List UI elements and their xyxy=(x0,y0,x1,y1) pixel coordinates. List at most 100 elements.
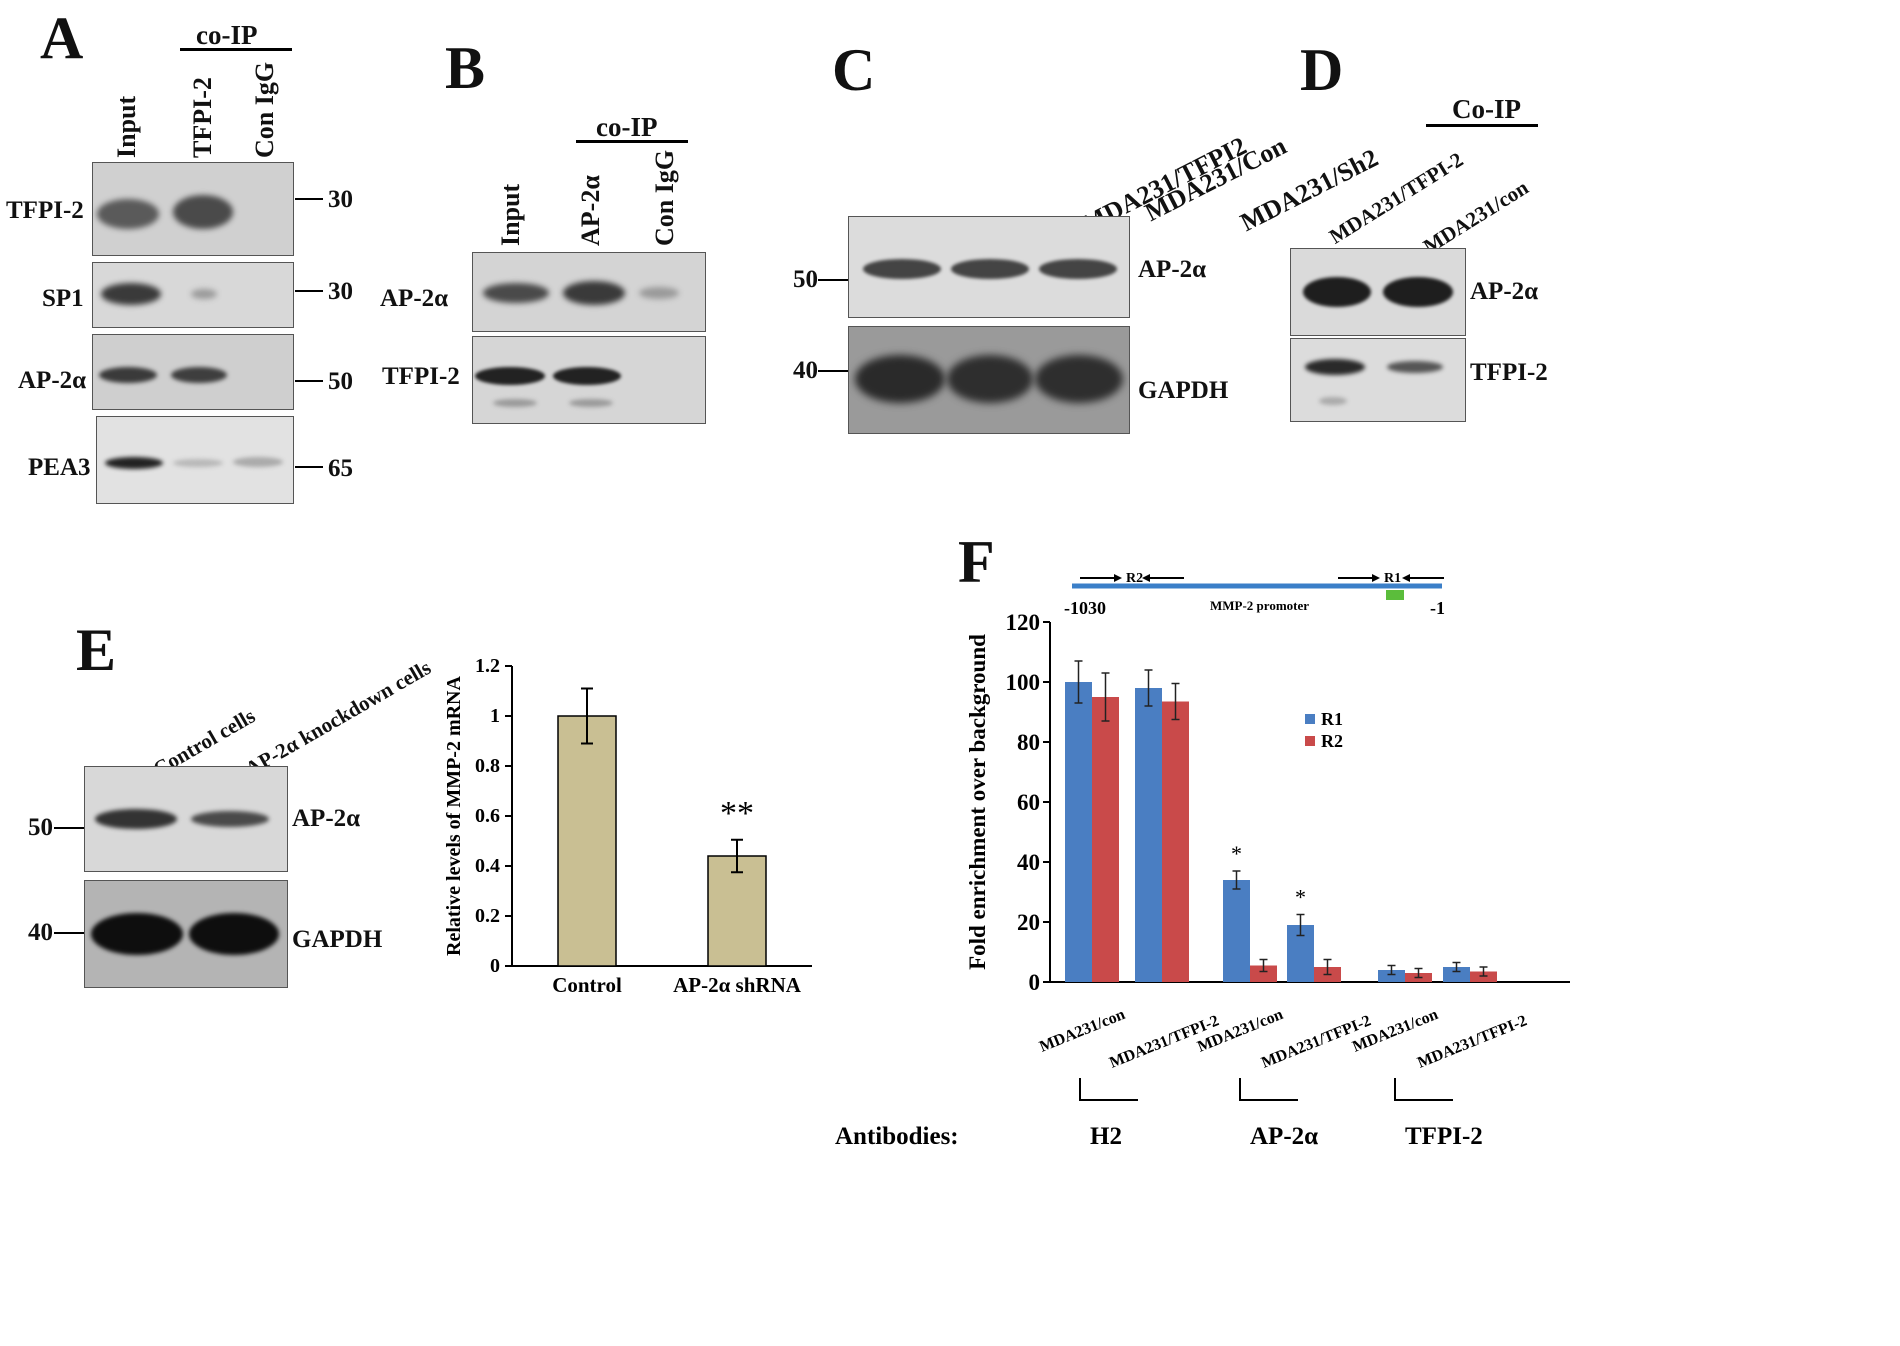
promoter-start-label: -1030 xyxy=(1064,598,1106,618)
band xyxy=(1383,277,1453,307)
primer-arrowhead xyxy=(1114,574,1122,582)
panel-c-row-label-ap2a: AP-2α xyxy=(1138,256,1207,283)
antibody-label: TFPI-2 xyxy=(1405,1123,1483,1150)
panel-e-lane-2: AP-2α knockdown cells xyxy=(241,655,435,782)
panel-e-row-label-gapdh: GAPDH xyxy=(292,926,383,953)
legend-label-r2: R2 xyxy=(1321,731,1343,751)
band xyxy=(1319,397,1347,405)
panel-a-blot-pea3 xyxy=(96,416,294,504)
panel-c-mw-ap2a: 50 xyxy=(793,266,818,293)
band xyxy=(947,355,1033,403)
panel-b-lane-conigg: Con IgG xyxy=(650,149,679,246)
panel-a-coip-label: co-IP xyxy=(196,20,258,50)
panel-b-blot-tfpi2 xyxy=(472,336,706,424)
band xyxy=(173,195,233,229)
y-tick-label: 100 xyxy=(1006,670,1041,695)
panel-d-lane-2: MDA231/con xyxy=(1418,175,1533,259)
y-tick-label: 1 xyxy=(490,705,500,727)
panel-a-mw-tfpi2: 30 xyxy=(328,186,353,213)
promoter-r1-label: R1 xyxy=(1384,571,1401,586)
panel-a-row-label-ap2a: AP-2α xyxy=(18,367,87,394)
panel-d-row-label-ap2a: AP-2α xyxy=(1470,278,1539,305)
band xyxy=(233,457,283,467)
panel-b-coip-bar xyxy=(576,140,688,143)
band xyxy=(173,459,223,467)
panel-e-row-label-ap2a: AP-2α xyxy=(292,805,361,832)
band xyxy=(95,809,177,829)
band xyxy=(105,457,163,469)
band xyxy=(493,399,537,407)
panel-c-mw-tick xyxy=(818,279,848,281)
panel-a-lane-conigg: Con IgG xyxy=(250,61,279,158)
y-tick-label: 0 xyxy=(490,955,500,977)
panel-b-blot-ap2a xyxy=(472,252,706,332)
band xyxy=(1305,359,1365,375)
panel-c-row-label-gapdh: GAPDH xyxy=(1138,377,1229,404)
panel-b-coip-label: co-IP xyxy=(596,112,658,142)
panel-d-blot-tfpi2 xyxy=(1290,338,1466,422)
antibody-bracket xyxy=(1079,1078,1138,1101)
panel-a-mw-ap2a: 50 xyxy=(328,368,353,395)
band xyxy=(191,289,217,299)
legend-swatch-r2 xyxy=(1305,736,1315,746)
promoter-r2-label: R2 xyxy=(1126,571,1143,586)
band xyxy=(171,367,227,383)
panel-e-label: E xyxy=(76,617,117,683)
legend-swatch-r1 xyxy=(1305,714,1315,724)
panel-c-blot-gapdh xyxy=(848,326,1130,434)
panel-d-coip-bar xyxy=(1426,124,1538,127)
panel-e-mw-tick xyxy=(54,932,84,934)
y-tick-label: 0.4 xyxy=(475,855,500,877)
bar-r2 xyxy=(1250,965,1277,982)
y-tick-label: 1.2 xyxy=(475,655,500,677)
band xyxy=(569,399,613,407)
significance-marker: * xyxy=(1295,885,1306,910)
band xyxy=(639,287,679,299)
panel-c-blot-ap2a xyxy=(848,216,1130,318)
band xyxy=(563,281,625,305)
y-tick-label: 0.8 xyxy=(475,755,500,777)
panel-a-mw-tick xyxy=(295,290,323,292)
panel-e-mw-gapdh: 40 xyxy=(28,919,53,946)
bar-r1 xyxy=(1443,967,1470,982)
band xyxy=(191,811,269,827)
panel-b-label: B xyxy=(445,35,486,101)
panel-a-mw-tick xyxy=(295,198,323,200)
panel-a-mw-sp1: 30 xyxy=(328,278,353,305)
band xyxy=(855,355,945,403)
y-tick-label: 120 xyxy=(1006,610,1041,635)
antibodies-heading: Antibodies: xyxy=(835,1123,959,1150)
bar xyxy=(557,715,617,967)
panel-a-label: A xyxy=(40,5,84,71)
y-tick-label: 0.6 xyxy=(475,805,500,827)
band xyxy=(951,259,1029,279)
bar-r2 xyxy=(1092,697,1119,982)
promoter-end-label: -1 xyxy=(1430,598,1445,618)
band xyxy=(1039,259,1117,279)
promoter-name-label: MMP-2 promoter xyxy=(1210,598,1309,613)
antibody-bracket xyxy=(1239,1078,1298,1101)
primer-arrowhead xyxy=(1402,574,1410,582)
promoter-binding-site xyxy=(1386,590,1404,600)
primer-arrowhead xyxy=(1142,574,1150,582)
band xyxy=(101,283,161,305)
x-tick-label: Control xyxy=(552,973,622,997)
y-axis-label: Relative levels of MMP-2 mRNA xyxy=(443,675,465,955)
panel-d-coip-label: Co-IP xyxy=(1452,94,1521,124)
bar-r1 xyxy=(1223,880,1250,982)
panel-e-mw-tick xyxy=(54,827,84,829)
panel-b-row-label-ap2a: AP-2α xyxy=(380,285,449,312)
band xyxy=(1035,355,1123,403)
band xyxy=(553,367,621,385)
panel-a-mw-tick xyxy=(295,466,323,468)
y-tick-label: 60 xyxy=(1017,790,1040,815)
bar-r2 xyxy=(1162,701,1189,982)
band xyxy=(483,283,549,303)
panel-d-label: D xyxy=(1300,37,1344,103)
antibody-label: AP-2α xyxy=(1250,1123,1318,1150)
panel-a-blot-sp1 xyxy=(92,262,294,328)
y-axis-label: Fold enrichment over background xyxy=(965,634,990,970)
panel-a-row-label-pea3: PEA3 xyxy=(28,454,91,481)
x-tick-label: AP-2α shRNA xyxy=(673,973,802,997)
x-tick-label: MDA231/con xyxy=(1037,1006,1128,1056)
